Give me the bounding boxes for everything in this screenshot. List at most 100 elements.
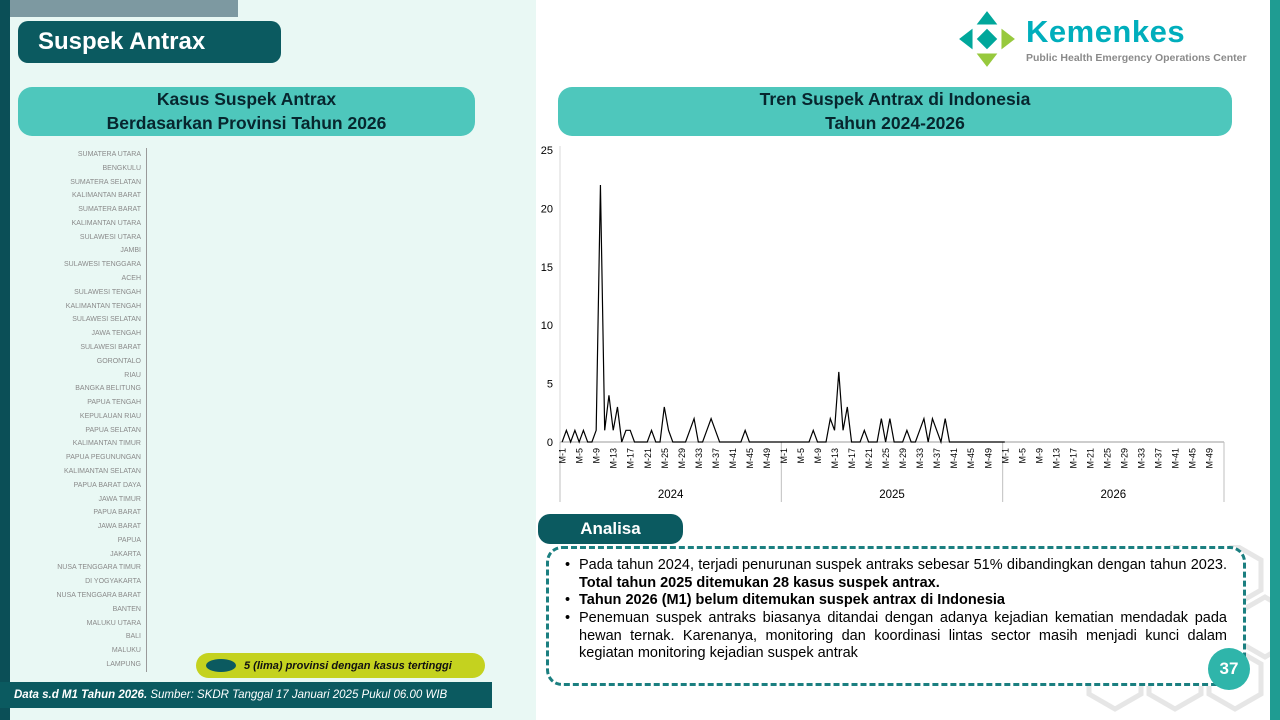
province-label: KALIMANTAN TIMUR — [72, 440, 141, 448]
x-tick-label: M-1 — [1000, 448, 1010, 464]
right-edge-stripe — [1270, 0, 1280, 720]
province-label: KALIMANTAN BARAT — [72, 192, 141, 200]
x-tick-label: M-29 — [898, 448, 908, 469]
x-tick-label: M-45 — [966, 448, 976, 469]
page-title: Suspek Antrax — [18, 21, 281, 63]
province-label: JAKARTA — [110, 550, 141, 558]
analysis-bullet: Tahun 2026 (M1) belum ditemukan suspek a… — [561, 592, 1227, 610]
year-label: 2026 — [1101, 489, 1127, 501]
province-label: SUMATERA SELATAN — [70, 178, 141, 186]
x-tick-label: M-17 — [1068, 448, 1078, 469]
x-tick-label: M-13 — [1051, 448, 1061, 469]
data-source-footer: Data s.d M1 Tahun 2026. Sumber: SKDR Tan… — [0, 682, 492, 708]
top-left-accent-bar — [10, 0, 238, 17]
analysis-box: Pada tahun 2024, terjadi penurunan suspe… — [546, 546, 1246, 686]
x-tick-label: M-37 — [932, 448, 942, 469]
x-tick-label: M-17 — [626, 448, 636, 469]
x-tick-label: M-5 — [796, 448, 806, 464]
province-label: PAPUA — [117, 536, 141, 544]
y-tick-label: 20 — [541, 203, 553, 215]
province-label: JAWA TIMUR — [98, 495, 141, 503]
province-label: PAPUA BARAT DAYA — [73, 481, 141, 489]
province-label: PAPUA PEGUNUNGAN — [66, 454, 141, 462]
y-tick-label: 15 — [541, 262, 553, 274]
x-tick-label: M-37 — [711, 448, 721, 469]
x-tick-label: M-25 — [1102, 448, 1112, 469]
x-tick-label: M-41 — [949, 448, 959, 469]
x-tick-label: M-41 — [1171, 448, 1181, 469]
province-label: LAMPUNG — [106, 660, 141, 668]
x-tick-label: M-45 — [745, 448, 755, 469]
province-label: DI YOGYAKARTA — [85, 578, 141, 586]
x-tick-label: M-49 — [762, 448, 772, 469]
year-label: 2024 — [658, 489, 684, 501]
left-chart-title: Kasus Suspek Antrax Berdasarkan Provinsi… — [18, 87, 475, 136]
x-tick-label: M-37 — [1154, 448, 1164, 469]
province-label: ACEH — [121, 275, 141, 283]
province-plot-area — [146, 148, 474, 672]
analysis-bullet: Penemuan suspek antraks biasanya ditanda… — [561, 610, 1227, 663]
legend-label: 5 (lima) provinsi dengan kasus tertinggi — [244, 659, 452, 672]
province-label: SULAWESI TENGAH — [74, 288, 141, 296]
province-label: JAWA TENGAH — [91, 330, 141, 338]
x-tick-label: M-49 — [1205, 448, 1215, 469]
province-label: KALIMANTAN TENGAH — [65, 302, 141, 310]
trend-line — [561, 185, 1005, 445]
analysis-bullet: Pada tahun 2024, terjadi penurunan suspe… — [561, 557, 1227, 592]
x-tick-label: M-21 — [643, 448, 653, 469]
x-tick-label: M-21 — [1085, 448, 1095, 469]
x-tick-label: M-41 — [728, 448, 738, 469]
x-tick-label: M-5 — [1017, 448, 1027, 464]
x-tick-label: M-29 — [677, 448, 687, 469]
x-tick-label: M-25 — [660, 448, 670, 469]
province-bar-chart: SUMATERA UTARA BENGKULU SUMATERA SELATAN KA… — [16, 148, 474, 672]
province-label: NUSA TENGGARA TIMUR — [57, 564, 141, 572]
province-label: KALIMANTAN UTARA — [71, 219, 141, 227]
x-tick-label: M-33 — [694, 448, 704, 469]
x-tick-label: M-29 — [1119, 448, 1129, 469]
logo-wordmark: Kemenkes — [1026, 14, 1186, 49]
left-chart-title-line2: Berdasarkan Provinsi Tahun 2026 — [106, 112, 387, 133]
x-tick-label: M-33 — [915, 448, 925, 469]
logo-subtitle: Public Health Emergency Operations Cente… — [1026, 52, 1247, 64]
analisa-badge: Analisa — [538, 514, 683, 544]
province-label: SULAWESI BARAT — [80, 343, 141, 351]
y-tick-label: 5 — [547, 379, 553, 391]
province-label: SULAWESI UTARA — [79, 233, 141, 241]
province-label: RIAU — [124, 371, 141, 379]
y-tick-label: 25 — [541, 145, 553, 157]
province-labels: SUMATERA UTARA BENGKULU SUMATERA SELATAN KA… — [16, 148, 146, 672]
province-label: SULAWESI SELATAN — [72, 316, 141, 324]
x-tick-label: M-1 — [558, 448, 568, 464]
province-label: GORONTALO — [96, 357, 141, 365]
province-label: SUMATERA BARAT — [78, 206, 141, 214]
province-label: SULAWESI TENGGARA — [63, 261, 141, 269]
province-label: NUSA TENGGARA BARAT — [56, 592, 141, 599]
right-chart-title: Tren Suspek Antrax di Indonesia Tahun 20… — [558, 87, 1232, 136]
province-label: BALI — [125, 633, 141, 641]
province-label: MALUKU — [111, 647, 141, 655]
province-label: BANTEN — [112, 605, 141, 613]
x-tick-label: M-13 — [609, 448, 619, 469]
left-chart-title-line1: Kasus Suspek Antrax — [156, 89, 337, 110]
x-tick-label: M-25 — [881, 448, 891, 469]
x-tick-label: M-1 — [779, 448, 789, 464]
province-label: PAPUA BARAT — [93, 509, 141, 517]
province-label: PAPUA TENGAH — [87, 399, 141, 407]
x-tick-label: M-49 — [983, 448, 993, 469]
province-label: JAMBI — [120, 247, 141, 255]
analysis-bullets: Pada tahun 2024, terjadi penurunan suspe… — [561, 557, 1227, 663]
province-label: SUMATERA UTARA — [77, 151, 141, 158]
footer-data-period: Data s.d M1 Tahun 2026. — [14, 689, 148, 701]
legend-highest-provinces: 5 (lima) provinsi dengan kasus tertinggi — [196, 653, 485, 678]
province-label: MALUKU UTARA — [86, 619, 141, 627]
x-tick-label: M-9 — [813, 448, 823, 464]
year-label: 2025 — [879, 489, 905, 501]
highlight-ellipse-icon — [206, 659, 236, 672]
province-label: JAWA BARAT — [97, 523, 141, 531]
footer-source: Sumber: SKDR Tanggal 17 Januari 2025 Puk… — [147, 689, 448, 701]
right-chart-title-line2: Tahun 2024-2026 — [825, 112, 965, 133]
x-tick-label: M-21 — [864, 448, 874, 469]
x-tick-label: M-9 — [1034, 448, 1044, 464]
